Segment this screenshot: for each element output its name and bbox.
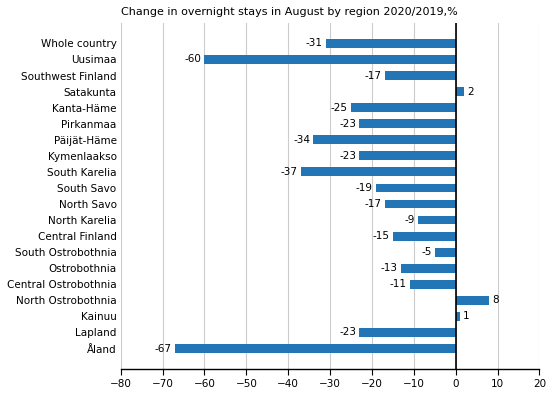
Bar — [410, 280, 456, 289]
Text: -23: -23 — [339, 119, 356, 129]
Bar — [384, 200, 456, 208]
Text: -37: -37 — [280, 167, 298, 177]
Text: -9: -9 — [404, 215, 415, 225]
Text: -34: -34 — [293, 135, 310, 145]
Bar — [401, 264, 456, 272]
Text: -13: -13 — [381, 263, 398, 273]
Text: -5: -5 — [421, 247, 431, 257]
Bar — [384, 71, 456, 80]
Text: -17: -17 — [364, 199, 381, 209]
Bar — [393, 232, 456, 240]
Bar — [359, 328, 456, 337]
Text: -67: -67 — [155, 343, 172, 354]
Text: -60: -60 — [184, 55, 201, 65]
Bar — [359, 151, 456, 160]
Bar — [301, 168, 456, 176]
Text: -17: -17 — [364, 70, 381, 80]
Text: -19: -19 — [356, 183, 373, 193]
Bar — [326, 39, 456, 48]
Bar — [351, 103, 456, 112]
Bar — [376, 183, 456, 192]
Bar — [418, 216, 456, 225]
Text: Change in overnight stays in August by region 2020/2019,%: Change in overnight stays in August by r… — [121, 7, 457, 17]
Bar — [175, 344, 456, 353]
Bar — [435, 248, 456, 257]
Text: -23: -23 — [339, 327, 356, 337]
Bar — [456, 312, 460, 321]
Text: -15: -15 — [373, 231, 389, 241]
Bar — [314, 135, 456, 144]
Text: -25: -25 — [331, 103, 348, 112]
Bar — [359, 119, 456, 128]
Bar — [205, 55, 456, 64]
Text: 2: 2 — [467, 87, 474, 97]
Bar — [456, 87, 464, 96]
Text: -31: -31 — [306, 38, 322, 48]
Text: -11: -11 — [389, 279, 406, 289]
Text: -23: -23 — [339, 151, 356, 161]
Text: 1: 1 — [463, 311, 470, 322]
Bar — [456, 296, 489, 305]
Text: 8: 8 — [493, 295, 499, 305]
